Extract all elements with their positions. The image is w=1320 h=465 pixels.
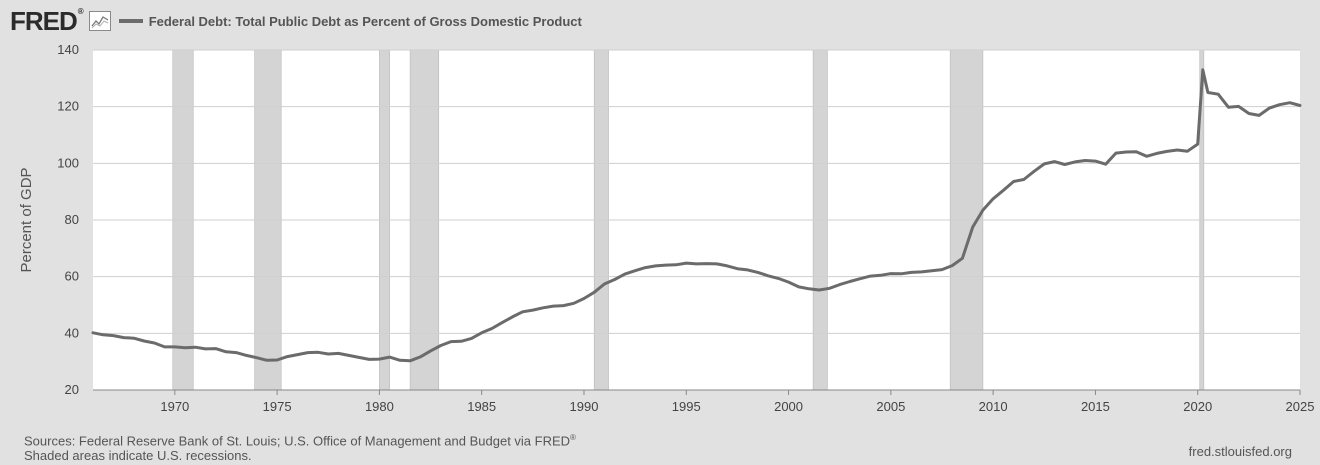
- x-tick-label: 2020: [1183, 399, 1212, 414]
- x-tick-label: 2025: [1286, 399, 1315, 414]
- series-line: [91, 68, 1302, 363]
- y-tick-label: 140: [57, 42, 79, 57]
- legend-swatch: [118, 19, 143, 23]
- site-link[interactable]: fred.stlouisfed.org: [1188, 444, 1292, 459]
- legend-series-label[interactable]: Federal Debt: Total Public Debt as Perce…: [148, 13, 582, 29]
- footer-sources: Sources: Federal Reserve Bank of St. Lou…: [24, 430, 576, 463]
- line-graph-icon[interactable]: [88, 11, 111, 31]
- legend: Federal Debt: Total Public Debt as Perce…: [118, 13, 582, 29]
- x-tick-label: 2010: [979, 399, 1008, 414]
- y-tick-label: 120: [57, 99, 79, 114]
- y-tick-label: 100: [57, 155, 79, 170]
- y-tick-label: 80: [65, 212, 79, 227]
- x-tick-label: 1970: [160, 399, 189, 414]
- x-tick-label: 1975: [263, 399, 292, 414]
- x-tick-label: 1995: [672, 399, 701, 414]
- fred-logo[interactable]: FRED®: [10, 6, 84, 36]
- sources-registered-mark: ®: [570, 433, 576, 442]
- y-tick-label: 40: [65, 325, 79, 340]
- x-tick-label: 2000: [774, 399, 803, 414]
- registered-mark: ®: [77, 7, 84, 16]
- sources-text: Sources: Federal Reserve Bank of St. Lou…: [24, 433, 571, 449]
- chart-header: FRED® Federal Debt: Total Public Debt as…: [10, 6, 582, 36]
- y-tick-label: 20: [65, 382, 79, 397]
- x-tick-label: 2015: [1081, 399, 1110, 414]
- y-tick-label: 60: [65, 269, 79, 284]
- recession-note: Shaded areas indicate U.S. recessions.: [24, 448, 252, 464]
- x-tick-label: 2005: [876, 399, 905, 414]
- x-tick-label: 1990: [570, 399, 599, 414]
- y-axis-label: Percent of GDP: [18, 167, 35, 272]
- x-tick-label: 1985: [467, 399, 496, 414]
- x-tick-label: 1980: [365, 399, 394, 414]
